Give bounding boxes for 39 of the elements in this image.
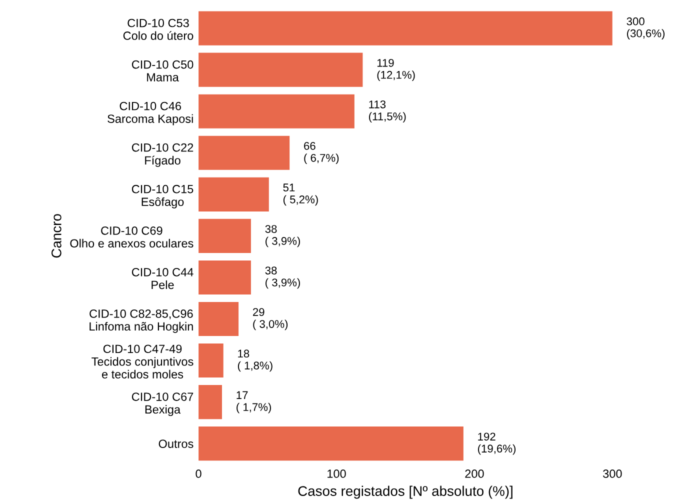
data-label: 300 (30,6%)	[626, 17, 665, 40]
data-label: 29 ( 3,0%)	[252, 308, 288, 330]
data-label: 38 ( 3,9%)	[265, 225, 300, 248]
data-label: 192 (19,6%)	[478, 432, 516, 455]
bar	[198, 94, 354, 128]
bar	[198, 11, 612, 46]
x-axis-title: Casos registados [Nº absoluto (%)]	[298, 486, 512, 499]
y-tick-label: CID-10 C53 Colo do útero	[123, 18, 194, 40]
y-tick-label: CID-10 C82-85,C96 Linfoma não Hogkin	[90, 310, 193, 333]
y-tick-label: Outros	[158, 440, 194, 448]
bar	[198, 302, 239, 336]
data-label: 17 ( 1,7%)	[236, 391, 271, 414]
x-tick-label: 300	[603, 470, 622, 478]
y-tick-label: CID-10 C67 Bexiga	[132, 392, 194, 416]
x-tick-label: 0	[196, 470, 202, 478]
data-label: 51 ( 5,2%)	[283, 184, 318, 206]
x-tick-label: 200	[465, 470, 484, 478]
y-axis-title: Cancro	[52, 214, 62, 258]
y-tick-label: CID-10 C44 Pele	[132, 268, 194, 290]
bar	[198, 426, 464, 461]
y-tick-label: CID-10 C15 Esôfago	[132, 184, 194, 208]
y-tick-label: CID-10 C47-49 Tecidos conjuntivos e tecidos moles	[92, 344, 194, 378]
data-label: 38 ( 3,9%)	[265, 266, 300, 289]
bar	[198, 177, 269, 212]
bar	[198, 136, 290, 170]
data-label: 66 ( 6,7%)	[304, 142, 339, 164]
bar	[198, 260, 251, 294]
x-tick-label: 100	[328, 470, 346, 478]
y-tick-label: CID-10 C22 Fígado	[132, 143, 194, 167]
bar	[198, 344, 224, 378]
data-label: 119 (12,1%)	[377, 58, 415, 81]
data-label: 113 (11,5%)	[369, 100, 406, 123]
y-tick-label: CID-10 C50 Mama	[132, 60, 194, 82]
bar	[198, 218, 251, 253]
data-label: 18 ( 1,8%)	[238, 350, 272, 372]
y-tick-label: CID-10 C69 Olho e anexos oculares	[70, 226, 194, 248]
y-tick-label: CID-10 C46 Sarcoma Kaposi	[108, 102, 193, 126]
bar	[198, 52, 363, 87]
bar	[198, 385, 222, 420]
